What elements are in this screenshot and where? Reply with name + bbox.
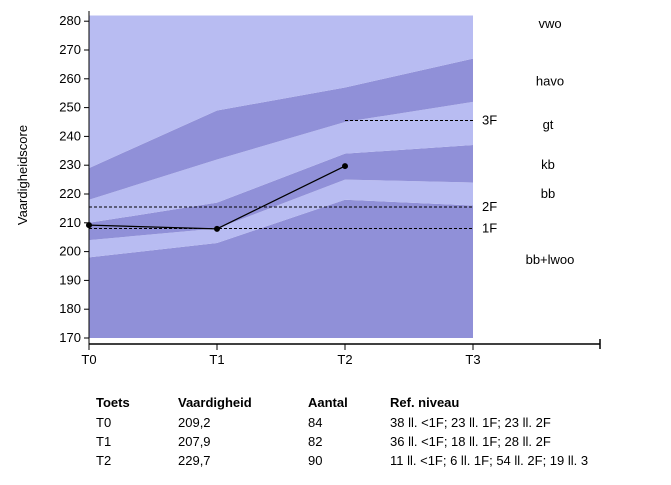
x-tick-label: T3 <box>465 352 480 367</box>
band-bb <box>89 179 473 258</box>
y-tick-label: 240 <box>59 128 81 143</box>
table-row: T1 207,9 82 36 ll. <1F; 18 ll. 1F; 28 ll… <box>90 432 588 451</box>
band-label-havo: havo <box>536 74 564 89</box>
cell-toets: T0 <box>96 415 112 430</box>
reference-label-3f: 3F <box>482 113 497 128</box>
cell-aantal: 84 <box>308 415 323 430</box>
band-label-bb: bb <box>541 186 555 201</box>
band-label-bblwoo: bb+lwoo <box>526 252 575 267</box>
y-tick-label: 230 <box>59 157 81 172</box>
y-tick-label: 210 <box>59 215 81 230</box>
x-tick-label: T2 <box>337 352 352 367</box>
cell-toets: T2 <box>96 453 112 468</box>
y-axis-title: Vaardigheidscore <box>15 125 30 225</box>
y-tick-label: 270 <box>59 42 81 57</box>
y-tick-label: 220 <box>59 186 81 201</box>
reference-lines-group <box>89 120 473 230</box>
cell-toets: T1 <box>96 434 112 449</box>
band-label-gt: gt <box>543 117 554 132</box>
header-aantal: Aantal <box>308 395 348 410</box>
y-tick-label: 190 <box>59 272 81 287</box>
band-label-kb: kb <box>541 157 555 172</box>
cell-ref-niveau: 36 ll. <1F; 18 ll. 1F; 28 ll. 2F <box>390 434 551 449</box>
x-tick-label: T1 <box>209 352 224 367</box>
cell-vaardigheid: 207,9 <box>178 434 211 449</box>
band-label-vwo: vwo <box>538 16 561 31</box>
cell-aantal: 90 <box>308 453 323 468</box>
cell-vaardigheid: 209,2 <box>178 415 211 430</box>
y-tick-label: 180 <box>59 301 81 316</box>
header-vaardigheid: Vaardigheid <box>178 395 252 410</box>
table-row: T2 229,7 90 11 ll. <1F; 6 ll. 1F; 54 ll.… <box>90 451 588 470</box>
header-ref-niveau: Ref. niveau <box>390 395 460 410</box>
y-tick-label: 250 <box>59 100 81 115</box>
band-kb <box>89 145 473 241</box>
band-bblwoo <box>89 199 473 338</box>
cell-ref-niveau: 38 ll. <1F; 23 ll. 1F; 23 ll. 2F <box>390 415 551 430</box>
bands-group <box>89 15 473 338</box>
table-row: T0 209,2 84 38 ll. <1F; 23 ll. 1F; 23 ll… <box>90 413 588 432</box>
reference-label-2f: 2F <box>482 199 497 214</box>
results-header-row: Toets Vaardigheid Aantal Ref. niveau <box>90 394 588 413</box>
header-toets: Toets <box>96 395 130 410</box>
y-tick-label: 170 <box>59 330 81 345</box>
band-havo <box>89 58 473 200</box>
y-tick-label: 280 <box>59 13 81 28</box>
results-table: Toets Vaardigheid Aantal Ref. niveau T0 … <box>90 394 588 470</box>
band-gt <box>89 101 473 223</box>
axes-group <box>84 11 601 350</box>
labels-group: 1F 2F 3F 170 180 190 200 210 220 230 240 250 260 270 2… <box>15 13 574 367</box>
reference-label-1f: 1F <box>482 221 497 236</box>
band-vwo <box>89 15 473 169</box>
cell-ref-niveau: 11 ll. <1F; 6 ll. 1F; 54 ll. 2F; 19 ll. … <box>390 453 589 468</box>
y-tick-label: 200 <box>59 244 81 259</box>
cell-vaardigheid: 229,7 <box>178 453 211 468</box>
data-point <box>342 163 348 170</box>
data-point <box>214 225 220 232</box>
series-group <box>86 163 348 232</box>
chart: 1F 2F 3F 170 180 190 200 210 220 230 240 250 260 270 2… <box>15 11 601 367</box>
y-tick-label: 260 <box>59 71 81 86</box>
x-tick-label: T0 <box>81 352 96 367</box>
cell-aantal: 82 <box>308 434 323 449</box>
